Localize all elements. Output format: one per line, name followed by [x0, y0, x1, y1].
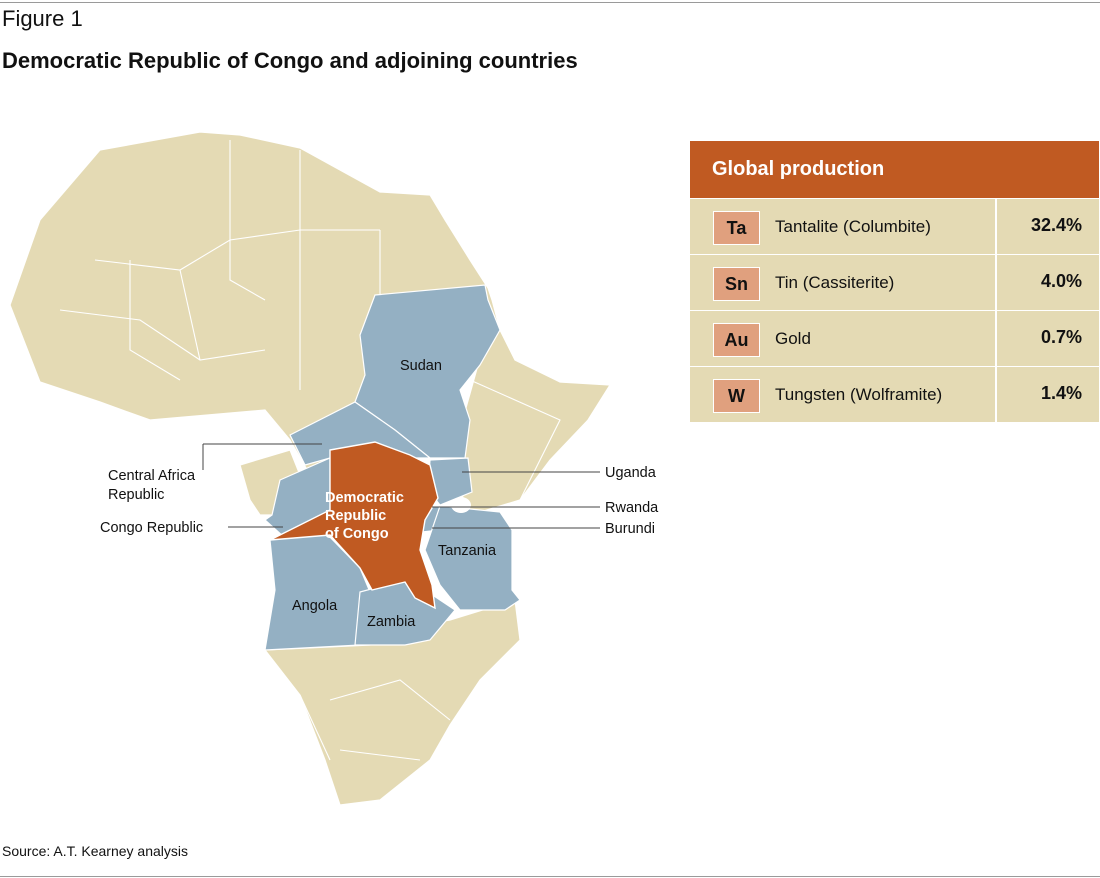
sudan-region — [354, 284, 501, 459]
production-share: 32.4% — [1030, 215, 1082, 235]
mineral-name: Gold — [775, 329, 811, 348]
figure-label: Figure 1 — [2, 6, 83, 31]
column-divider — [995, 255, 997, 310]
column-divider — [995, 367, 997, 422]
label-central-africa-line1: Central Africa — [108, 468, 196, 484]
top-rule — [0, 2, 1100, 3]
figure-title: Democratic Republic of Congo and adjoini… — [2, 48, 578, 73]
country-borders — [59, 140, 561, 761]
column-divider — [995, 311, 997, 366]
drc-region — [269, 441, 439, 610]
element-symbol-badge: Au — [713, 323, 760, 357]
mineral-name: Tin (Cassiterite) — [775, 273, 895, 292]
production-share: 1.4% — [1040, 383, 1082, 403]
africa-map: Sudan Central Africa Republic Congo Repu… — [9, 131, 659, 806]
production-share: 0.7% — [1040, 327, 1082, 347]
label-burundi: Burundi — [605, 521, 655, 537]
production-share: 4.0% — [1040, 271, 1082, 291]
label-angola: Angola — [292, 598, 338, 614]
element-symbol-badge: Ta — [713, 211, 760, 245]
label-drc-line2: Republic — [325, 508, 386, 524]
label-drc-line3: of Congo — [325, 526, 389, 542]
element-symbol-badge: Sn — [713, 267, 760, 301]
production-row: Au Gold 0.7% — [690, 310, 1099, 366]
label-congo-republic: Congo Republic — [100, 520, 203, 536]
production-row: W Tungsten (Wolframite) 1.4% — [690, 366, 1099, 422]
mineral-name: Tantalite (Columbite) — [775, 217, 931, 236]
column-divider — [995, 199, 997, 254]
source-note: Source: A.T. Kearney analysis — [2, 843, 188, 859]
production-row: Ta Tantalite (Columbite) 32.4% — [690, 198, 1099, 254]
production-row: Sn Tin (Cassiterite) 4.0% — [690, 254, 1099, 310]
mineral-name: Tungsten (Wolframite) — [775, 385, 943, 404]
leader-lines — [202, 443, 600, 529]
table-header: Global production — [690, 141, 1099, 198]
lake-victoria — [451, 497, 471, 513]
label-drc-line1: Democratic — [325, 490, 404, 506]
label-zambia: Zambia — [367, 614, 416, 630]
label-tanzania: Tanzania — [438, 543, 497, 559]
tanzania-region — [424, 505, 521, 611]
label-uganda: Uganda — [605, 465, 657, 481]
label-rwanda: Rwanda — [605, 500, 659, 516]
label-central-africa-line2: Republic — [108, 487, 164, 503]
label-sudan: Sudan — [400, 358, 442, 374]
element-symbol-badge: W — [713, 379, 760, 413]
global-production-table: Global production Ta Tantalite (Columbit… — [690, 141, 1099, 422]
bottom-rule — [0, 876, 1100, 877]
